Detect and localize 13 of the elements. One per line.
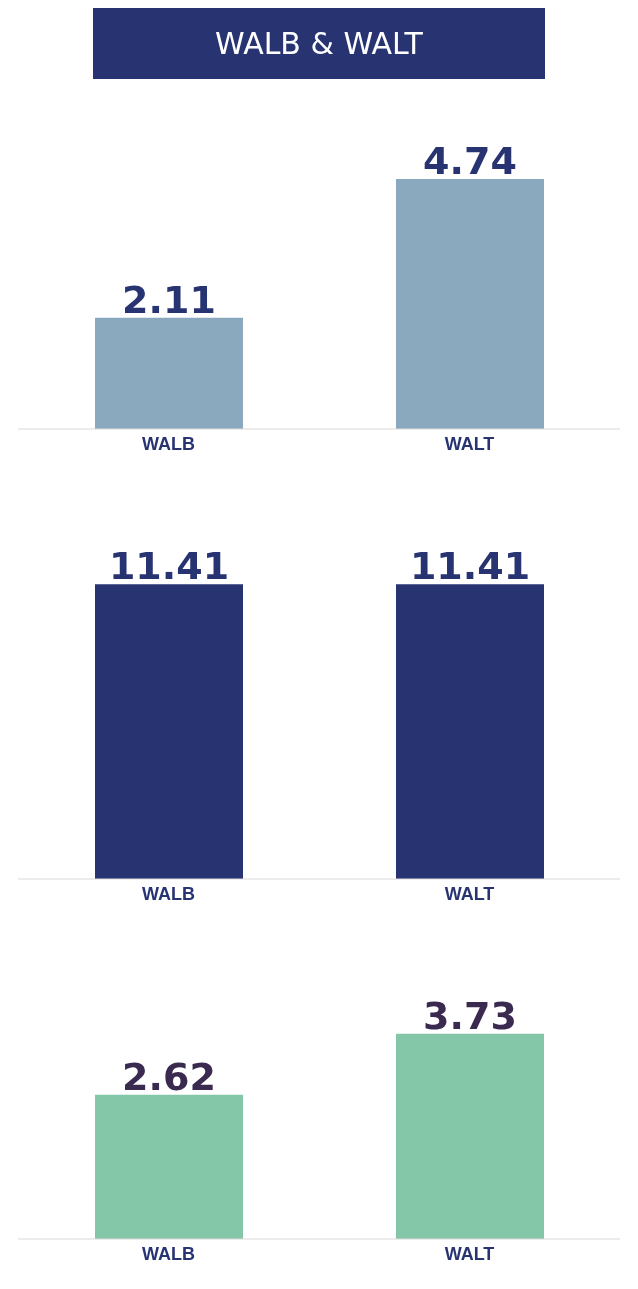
data-label: 3.73 <box>423 993 517 1038</box>
data-label: 2.11 <box>122 277 216 322</box>
x-tick-label: WALT <box>444 433 495 454</box>
x-tick-label: WALB <box>142 433 195 454</box>
chart-title: WALB & WALT <box>93 8 545 79</box>
x-tick-label: WALT <box>444 883 495 904</box>
x-tick-label: WALB <box>142 883 195 904</box>
data-label: 2.62 <box>122 1054 216 1099</box>
x-tick-label: WALB <box>142 1243 195 1264</box>
data-label: 4.74 <box>423 139 517 183</box>
x-tick-label: WALT <box>444 1243 495 1264</box>
data-label: 11.41 <box>108 544 230 589</box>
data-label: 11.41 <box>409 544 531 589</box>
